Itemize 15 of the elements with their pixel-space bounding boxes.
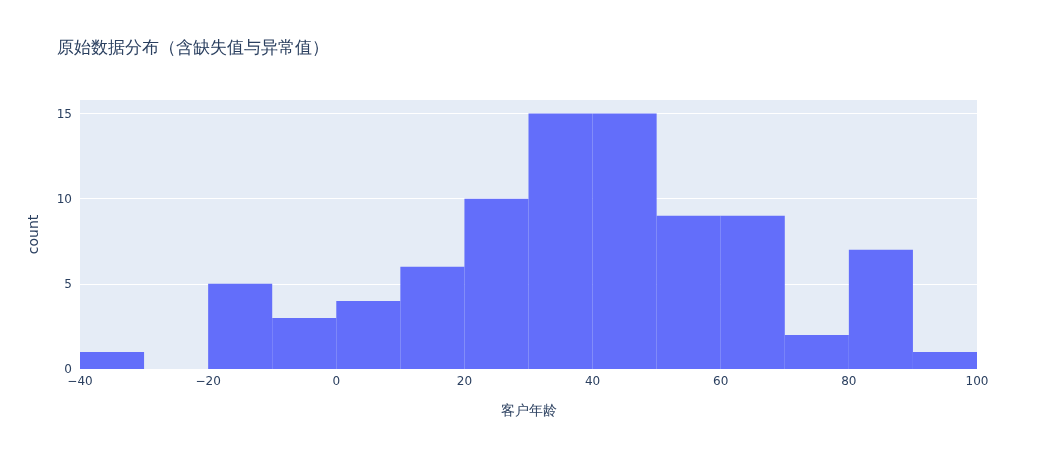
x-tick-label: 60 [713,374,729,388]
y-axis-title: count [25,214,41,255]
x-tick-label: 0 [332,374,341,388]
x-tick-label: 80 [841,374,857,388]
y-tick-label: 0 [64,362,72,376]
x-axis-title: 客户年龄 [500,402,557,418]
x-tick-label: 20 [456,374,473,388]
y-tick-label: 10 [56,191,72,206]
chart-title: 原始数据分布（含缺失值与异常值） [57,36,329,57]
x-tick-label: 100 [965,374,989,388]
x-tick-label: −40 [67,374,93,388]
x-tick-label: 40 [584,374,601,388]
x-tick-label: −20 [195,374,221,388]
y-tick-label: 5 [64,276,72,291]
y-tick-label: 15 [56,106,72,121]
